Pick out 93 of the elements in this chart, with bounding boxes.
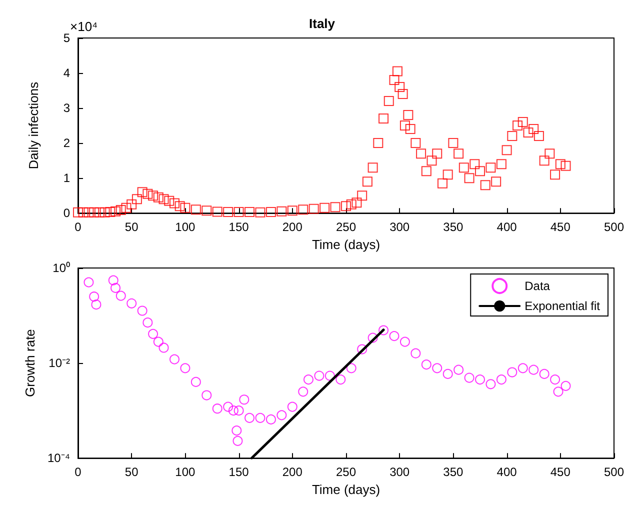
point xyxy=(496,374,506,385)
point xyxy=(153,336,164,347)
point xyxy=(314,370,324,381)
point xyxy=(454,364,464,375)
point xyxy=(180,363,190,374)
point xyxy=(421,360,432,370)
y-tick-label: 2 xyxy=(63,136,70,150)
x-tick-label: 400 xyxy=(496,465,518,480)
point xyxy=(126,298,137,308)
point xyxy=(244,412,255,423)
x-tick-label: 0 xyxy=(74,220,82,234)
point xyxy=(287,402,298,412)
x-tick-label: 100 xyxy=(175,220,196,234)
point xyxy=(223,402,234,412)
point xyxy=(357,344,368,354)
x-tick-label: 300 xyxy=(390,465,410,480)
chart-title: Italy xyxy=(308,16,336,31)
y-tick-label: 1 xyxy=(63,171,70,186)
text: ×10⁴ xyxy=(70,19,98,34)
point xyxy=(507,367,518,378)
point xyxy=(518,363,528,374)
point xyxy=(276,410,287,420)
point xyxy=(400,336,410,347)
x-tick-label: 350 xyxy=(443,465,464,480)
point xyxy=(228,406,238,416)
point xyxy=(116,290,126,301)
x-tick-label: 500 xyxy=(604,220,624,234)
x-tick-label: 250 xyxy=(336,465,356,480)
x-tick-label: 200 xyxy=(282,220,303,234)
point xyxy=(378,325,389,336)
x-tick-label: 150 xyxy=(228,220,250,234)
y-tick-label: 10⁰ xyxy=(52,261,70,275)
x-tick-label: 50 xyxy=(124,220,139,234)
point xyxy=(239,394,250,405)
point xyxy=(212,404,222,414)
y-tick-label: 10⁻² xyxy=(48,356,70,370)
point xyxy=(234,406,244,416)
point xyxy=(190,376,201,387)
legend-label: Data xyxy=(524,279,550,293)
x-tick-label: 500 xyxy=(604,465,624,480)
point xyxy=(158,342,169,353)
x-tick-label: 100 xyxy=(175,465,196,480)
point xyxy=(148,328,158,339)
point xyxy=(442,368,453,379)
y-tick-label: 4 xyxy=(63,66,70,80)
point xyxy=(91,300,102,310)
point xyxy=(266,414,276,424)
y-tick-label: 10⁻⁴ xyxy=(47,451,70,466)
x-tick-label: 50 xyxy=(124,465,139,480)
point xyxy=(475,374,485,385)
point xyxy=(368,332,378,343)
point xyxy=(298,386,308,397)
point xyxy=(137,306,148,316)
point xyxy=(89,292,100,302)
point xyxy=(169,354,180,364)
point xyxy=(232,436,243,446)
y-axis-title: Growth rate xyxy=(22,329,38,398)
x-tick-label: 300 xyxy=(390,220,410,234)
x-tick-label: 450 xyxy=(550,465,571,480)
point xyxy=(464,372,474,383)
point xyxy=(560,380,571,391)
point xyxy=(389,331,400,342)
x-tick-label: 400 xyxy=(496,220,518,234)
point xyxy=(432,363,442,374)
x-axis-title: Time (days) xyxy=(312,482,380,497)
point xyxy=(346,363,356,374)
y-tick-label: 0 xyxy=(63,206,70,220)
point xyxy=(84,277,94,288)
y-tick-label: 5 xyxy=(63,31,70,45)
x-axis-title: Time (days) xyxy=(312,237,380,252)
x-tick-label: 250 xyxy=(336,220,356,234)
x-tick-label: 150 xyxy=(228,465,250,480)
point xyxy=(255,412,266,423)
legend-label: Exponential fit xyxy=(524,299,601,313)
point xyxy=(232,426,242,436)
point xyxy=(550,374,560,385)
x-tick-label: 350 xyxy=(443,220,464,234)
point xyxy=(108,275,118,286)
point xyxy=(486,379,496,390)
point xyxy=(110,282,121,293)
point xyxy=(142,318,153,328)
point xyxy=(336,374,346,385)
x-tick-label: 200 xyxy=(282,465,303,480)
point xyxy=(553,386,564,397)
y-axis-title: Daily infections xyxy=(26,81,41,170)
point xyxy=(303,374,314,385)
x-tick-label: 0 xyxy=(74,465,82,480)
point xyxy=(528,364,539,375)
x-tick-label: 450 xyxy=(550,220,571,234)
point xyxy=(410,348,421,358)
point xyxy=(202,390,212,400)
point xyxy=(539,368,550,379)
y-tick-label: 3 xyxy=(63,101,70,116)
